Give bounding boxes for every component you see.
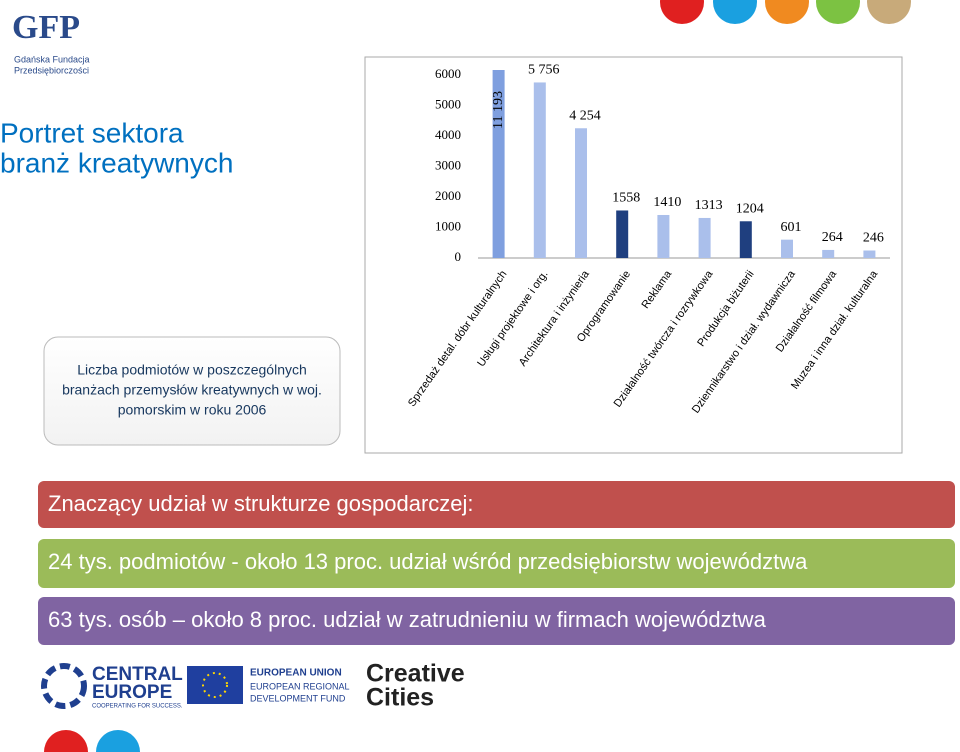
bar — [575, 128, 587, 258]
caption-box — [43, 336, 341, 446]
y-tick-label: 1000 — [435, 218, 461, 233]
logo-text: Gdańska Fundacja — [14, 54, 90, 64]
bar — [657, 214, 670, 258]
bar — [698, 217, 711, 258]
logo-text: EUROPEAN UNION — [250, 668, 342, 679]
logo-text: EUROPEAN REGIONAL — [250, 681, 350, 691]
value-label: 601 — [781, 220, 802, 235]
footer-logos: CENTRAL EUROPE COOPERATING FOR SUCCESS. … — [41, 660, 465, 712]
bars — [492, 70, 876, 259]
logo-text: EUROPE — [92, 682, 172, 703]
caption: branżach przemysłów kreatywnych w woj. — [62, 382, 322, 398]
value-label: 11 193 — [491, 91, 506, 129]
value-label: 5 756 — [528, 63, 560, 78]
banner — [38, 597, 955, 645]
value-label: 1313 — [695, 198, 723, 213]
value-label: 4 254 — [569, 108, 601, 123]
logo-text: Przedsiębiorczości — [14, 65, 89, 75]
logo: GFP — [12, 9, 80, 46]
chart-frame — [364, 56, 903, 454]
banner-text: 24 tys. podmiotów - około 13 proc. udzia… — [48, 549, 808, 574]
caption: pomorskim w roku 2006 — [118, 402, 267, 418]
logo-text: Cities — [366, 684, 434, 712]
y-tick-label: 4000 — [435, 127, 461, 142]
logo-text: CENTRAL — [92, 664, 183, 685]
banner — [38, 481, 955, 528]
bar — [739, 221, 752, 258]
y-tick-label: 0 — [455, 249, 462, 264]
banner-text: 63 tys. osób – około 8 proc. udział w za… — [48, 607, 767, 632]
bar — [781, 239, 793, 258]
logo-text: DEVELOPMENT FUND — [250, 693, 346, 703]
bar — [863, 250, 876, 258]
y-tick-label: 5000 — [435, 96, 461, 111]
title: Portret sektora — [0, 117, 184, 148]
y-tick-label: 3000 — [435, 157, 461, 172]
bar — [822, 249, 835, 258]
caption: Liczba podmiotów w poszczególnych — [77, 362, 307, 378]
title: branż kreatywnych — [0, 147, 233, 178]
logo-text: COOPERATING FOR SUCCESS. — [92, 704, 183, 710]
logo-text: Creative — [366, 660, 465, 688]
y-tick-label: 6000 — [435, 66, 461, 81]
value-label: 1410 — [653, 195, 681, 210]
bar — [533, 82, 546, 258]
value-label: 1558 — [612, 191, 640, 206]
banner-text: Znaczący udział w strukturze gospodarcze… — [48, 491, 474, 516]
y-tick-label: 2000 — [435, 188, 461, 203]
value-label: 1204 — [736, 201, 764, 216]
bar — [616, 210, 629, 258]
decor — [44, 0, 911, 752]
banner — [38, 539, 955, 588]
value-label: 264 — [822, 230, 843, 245]
value-label: 246 — [863, 231, 884, 246]
bar — [492, 70, 505, 259]
